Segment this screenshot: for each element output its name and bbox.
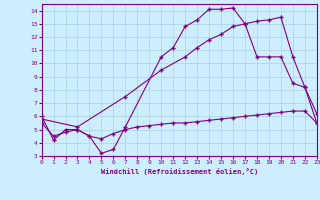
X-axis label: Windchill (Refroidissement éolien,°C): Windchill (Refroidissement éolien,°C) [100,168,258,175]
